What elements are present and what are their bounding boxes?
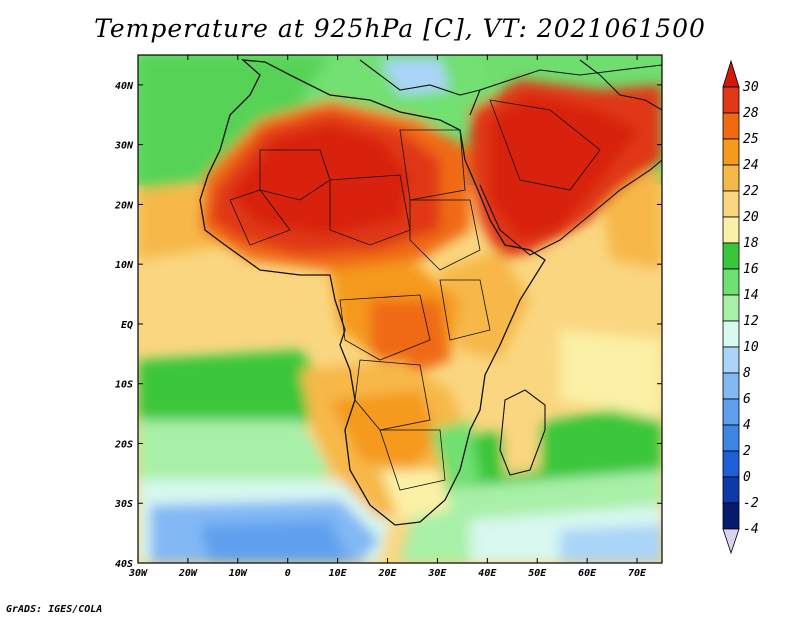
colorbar-label: 4 bbox=[743, 418, 751, 433]
y-tick-label: 10N bbox=[115, 260, 134, 271]
colorbar-label: 14 bbox=[743, 288, 759, 303]
x-tick-label: 10W bbox=[229, 568, 248, 579]
chart-title: Temperature at 925hPa [C], VT: 202106150… bbox=[94, 14, 706, 43]
x-tick-label: 40E bbox=[478, 568, 497, 579]
colorbar-label: -2 bbox=[743, 496, 759, 511]
credit-label: GrADS: IGES/COLA bbox=[6, 604, 103, 615]
colorbar-label: 30 bbox=[742, 80, 759, 95]
colorbar-label: 25 bbox=[743, 132, 759, 147]
colorbar-label: 8 bbox=[743, 366, 751, 381]
colorbar-label: 0 bbox=[743, 470, 751, 485]
colorbar-label: 28 bbox=[743, 106, 759, 121]
coastlines bbox=[199, 59, 662, 526]
x-tick-label: 10E bbox=[329, 568, 348, 579]
y-tick-label: 30N bbox=[114, 141, 134, 152]
colorbar-swatch bbox=[722, 372, 740, 400]
colorbar-label: 24 bbox=[743, 158, 759, 173]
x-tick-label: 20E bbox=[377, 568, 397, 579]
colorbar-label: 20 bbox=[743, 210, 759, 225]
colorbar-label: 22 bbox=[743, 184, 759, 199]
y-tick-label: 10S bbox=[115, 380, 133, 391]
y-tick-label: 40N bbox=[115, 81, 134, 92]
colorbar-label: 2 bbox=[743, 444, 751, 459]
colorbar-swatch bbox=[722, 450, 740, 478]
colorbar-swatch bbox=[722, 216, 740, 244]
colorbar-swatch bbox=[722, 268, 740, 296]
colorbar-label: 6 bbox=[743, 392, 751, 407]
y-tick-label: 30S bbox=[114, 499, 133, 510]
colorbar-swatch bbox=[722, 294, 740, 322]
y-axis: 40N 30N 20N 10N EQ 10S 20S 30S 40S bbox=[114, 81, 662, 570]
colorbar-label: 16 bbox=[743, 262, 759, 277]
colorbar-label: -4 bbox=[743, 522, 759, 537]
colorbar-label: 10 bbox=[743, 340, 759, 355]
colorbar-swatch bbox=[722, 190, 740, 218]
colorbar-label: 12 bbox=[743, 314, 759, 329]
colorbar-swatch bbox=[722, 164, 740, 192]
colorbar-bottom-triangle bbox=[722, 528, 740, 555]
y-tick-label: 40S bbox=[115, 559, 133, 570]
x-axis: 30W 20W 10W 0 10E 20E 30E 40E 50E 60E 70E bbox=[128, 55, 647, 579]
x-tick-label: 30E bbox=[427, 568, 447, 579]
colorbar-swatch bbox=[722, 424, 740, 452]
x-tick-label: 0 bbox=[285, 568, 291, 579]
x-tick-label: 70E bbox=[628, 568, 647, 579]
colorbar-swatch bbox=[722, 398, 740, 426]
y-tick-label: EQ bbox=[121, 320, 133, 331]
temperature-field bbox=[138, 55, 662, 563]
map-frame bbox=[137, 54, 663, 564]
colorbar-swatch bbox=[722, 138, 740, 166]
x-tick-label: 60E bbox=[578, 568, 597, 579]
y-tick-label: 20S bbox=[114, 439, 133, 450]
colorbar-swatch bbox=[722, 112, 740, 140]
colorbar-swatch bbox=[722, 346, 740, 374]
x-tick-label: 20W bbox=[178, 568, 198, 579]
colorbar-label: 18 bbox=[743, 236, 759, 251]
colorbar-top-triangle bbox=[722, 59, 740, 88]
x-tick-label: 50E bbox=[528, 568, 547, 579]
colorbar-swatch bbox=[722, 86, 740, 114]
y-tick-label: 20N bbox=[114, 200, 134, 211]
colorbar-swatch bbox=[722, 242, 740, 270]
colorbar-swatch bbox=[722, 320, 740, 348]
x-tick-label: 30W bbox=[128, 568, 148, 579]
colorbar-swatch bbox=[722, 476, 740, 504]
colorbar-swatch bbox=[722, 502, 740, 530]
